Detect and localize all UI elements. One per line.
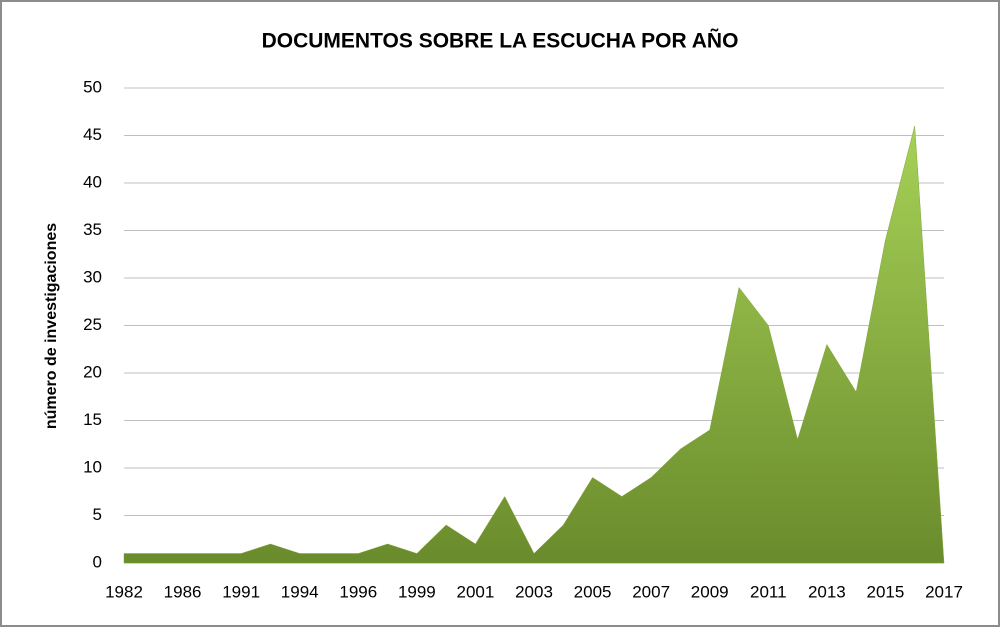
- chart-title: DOCUMENTOS SOBRE LA ESCUCHA POR AÑO: [262, 30, 739, 53]
- y-tick-label: 45: [83, 125, 102, 144]
- y-tick-label: 50: [83, 77, 102, 96]
- x-tick-label: 2009: [691, 582, 729, 601]
- x-tick-label: 2003: [515, 582, 553, 601]
- y-tick-label: 25: [83, 315, 102, 334]
- y-tick-label: 15: [83, 410, 102, 429]
- x-tick-label: 2013: [808, 582, 846, 601]
- x-tick-label: 2015: [867, 582, 905, 601]
- x-tick-label: 2007: [632, 582, 670, 601]
- x-tick-label: 1982: [105, 582, 143, 601]
- x-tick-label: 2017: [925, 582, 963, 601]
- x-tick-label: 1986: [164, 582, 202, 601]
- y-axis-label: número de investigaciones: [43, 223, 60, 429]
- x-tick-label: 1999: [398, 582, 436, 601]
- y-tick-label: 30: [83, 267, 102, 286]
- y-tick-label: 35: [83, 220, 102, 239]
- area: [123, 125, 945, 564]
- x-tick-label: 1996: [339, 582, 377, 601]
- y-tick-label: 5: [93, 505, 102, 524]
- x-tick-label: 2011: [750, 582, 787, 601]
- x-tick-label: 2001: [457, 582, 495, 601]
- x-tick-label: 1994: [281, 582, 319, 601]
- y-tick-label: 40: [83, 172, 102, 191]
- y-tick-label: 10: [83, 457, 102, 476]
- x-tick-label: 1991: [222, 582, 260, 601]
- y-tick-label: 0: [93, 552, 102, 571]
- y-tick-label: 20: [83, 362, 102, 381]
- x-tick-label: 2005: [574, 582, 612, 601]
